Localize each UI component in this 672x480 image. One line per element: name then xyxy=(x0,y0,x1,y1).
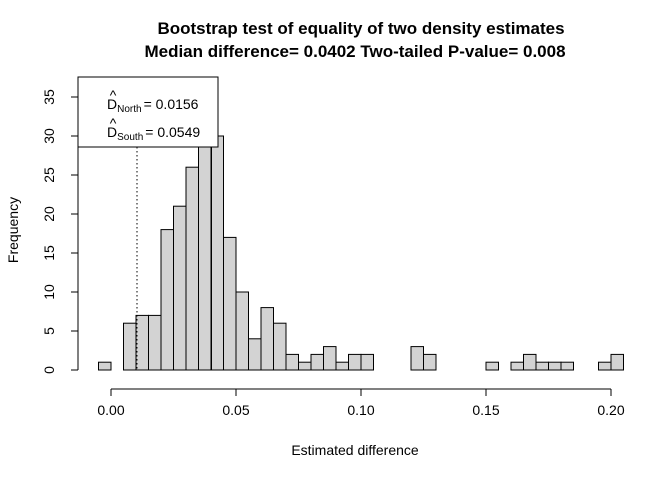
histogram-bar xyxy=(323,346,337,371)
legend-hat-symbol: ^ xyxy=(110,115,117,131)
histogram-bar xyxy=(535,361,549,371)
x-tick-label: 0.20 xyxy=(597,402,624,418)
x-tick-label: 0.15 xyxy=(472,402,499,418)
histogram-bar xyxy=(360,353,374,371)
histogram-bar xyxy=(523,353,537,371)
y-tick-label: 0 xyxy=(41,366,57,374)
histogram-bar xyxy=(548,361,562,371)
histogram-bar xyxy=(98,361,112,371)
histogram-bar xyxy=(273,322,287,371)
chart-subtitle: Median difference= 0.0402 Two-tailed P-v… xyxy=(144,42,565,61)
histogram-bar xyxy=(610,353,624,371)
histogram-bar xyxy=(510,361,524,371)
histogram-bar xyxy=(248,338,262,371)
chart-title: Bootstrap test of equality of two densit… xyxy=(157,19,564,38)
histogram-bar xyxy=(260,307,274,371)
histogram-bar xyxy=(310,353,324,371)
y-tick-label: 15 xyxy=(41,245,57,261)
histogram-bar xyxy=(598,361,612,371)
histogram-bars xyxy=(98,135,624,371)
legend-entry-north: DNorth = 0.0156 xyxy=(107,96,199,115)
histogram-bar xyxy=(560,361,574,371)
histogram-bar xyxy=(423,353,437,371)
x-tick-label: 0.05 xyxy=(222,402,249,418)
y-tick-label: 35 xyxy=(41,89,57,105)
histogram-bar xyxy=(298,361,312,371)
histogram-bar xyxy=(235,291,249,371)
x-tick-label: 0.10 xyxy=(347,402,374,418)
histogram-bar xyxy=(210,135,224,371)
histogram-bar xyxy=(123,322,137,371)
histogram-bar xyxy=(148,314,162,371)
x-axis: 0.00 0.05 0.10 0.15 0.20 xyxy=(97,388,625,418)
histogram-bar xyxy=(185,166,199,371)
legend-hat-symbol: ^ xyxy=(110,87,117,103)
x-tick-label: 0.00 xyxy=(97,402,124,418)
histogram-bar xyxy=(485,361,499,371)
legend: ^DNorth = 0.0156^DSouth = 0.0549 xyxy=(77,76,219,148)
histogram-bar xyxy=(285,353,299,371)
legend-entry-south: DSouth = 0.0549 xyxy=(107,124,200,143)
histogram-bar xyxy=(173,205,187,371)
histogram-bar xyxy=(410,346,424,371)
histogram-bar xyxy=(135,314,149,371)
y-tick-label: 25 xyxy=(41,167,57,183)
y-tick-label: 30 xyxy=(41,128,57,144)
histogram-bar xyxy=(198,143,212,371)
histogram-bar xyxy=(348,353,362,371)
y-tick-label: 5 xyxy=(41,327,57,335)
histogram-bar xyxy=(223,236,237,371)
histogram-bar xyxy=(335,361,349,371)
histogram-bar xyxy=(160,229,174,371)
y-axis: 0 5 10 15 20 25 30 35 xyxy=(41,89,79,374)
y-axis-label: Frequency xyxy=(5,197,21,263)
x-axis-label: Estimated difference xyxy=(291,442,419,458)
y-tick-label: 20 xyxy=(41,206,57,222)
y-tick-label: 10 xyxy=(41,284,57,300)
legend-box xyxy=(77,76,219,148)
